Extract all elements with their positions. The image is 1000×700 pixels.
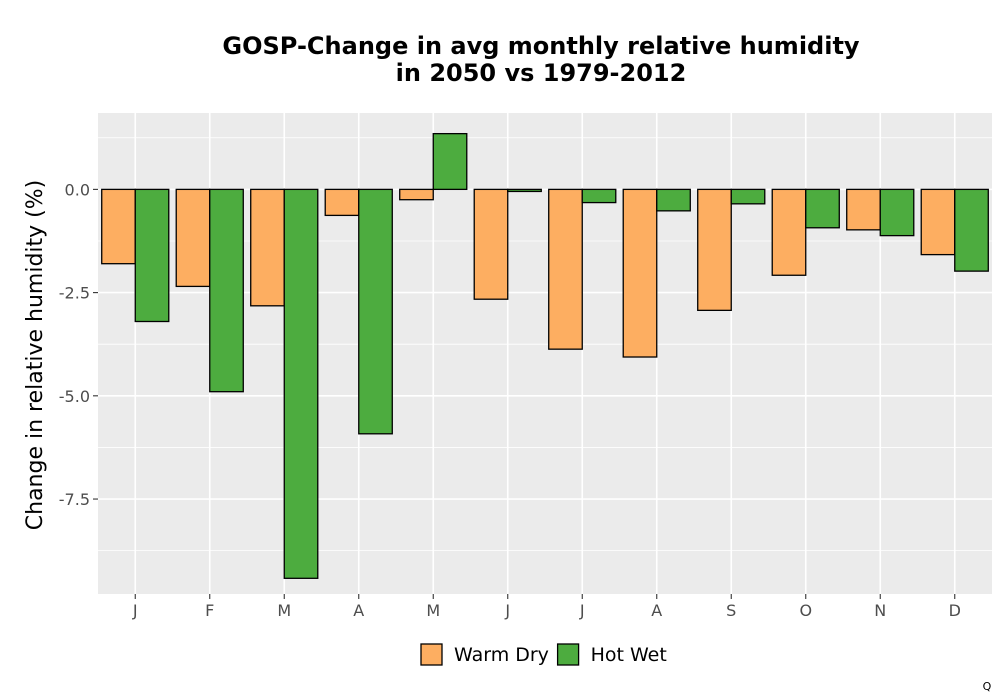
bar-hot-wet-2	[209, 188, 244, 393]
legend-key-warm-dry	[420, 643, 443, 666]
bar-hot-wet-5	[432, 132, 468, 191]
chart-title-line1: GOSP-Change in avg monthly relative humi…	[222, 32, 860, 60]
y-tick-label: -2.5	[59, 284, 90, 303]
x-tick-label: D	[949, 601, 961, 620]
y-axis-title: Change in relative humidity (%)	[23, 180, 48, 530]
x-tick-label: N	[874, 601, 886, 620]
bar-hot-wet-11	[879, 188, 915, 237]
bar-warm-dry-7	[548, 188, 583, 350]
corner-mark: Q	[983, 680, 992, 693]
legend-key-hot-wet	[556, 643, 580, 666]
bar-warm-dry-4	[324, 188, 360, 217]
legend: Warm Dry Hot Wet	[420, 643, 667, 666]
x-tick-label: A	[353, 601, 364, 620]
bar-hot-wet-1	[134, 188, 170, 323]
bar-warm-dry-8	[622, 188, 658, 358]
bar-warm-dry-10	[771, 188, 807, 276]
x-tick-label: M	[277, 601, 291, 620]
bar-hot-wet-8	[656, 188, 691, 212]
legend-label-hot-wet: Hot Wet	[591, 644, 667, 666]
x-tick-label: J	[504, 601, 510, 620]
bar-hot-wet-3	[283, 188, 319, 579]
bar-warm-dry-11	[846, 188, 881, 231]
x-tick-label: M	[426, 601, 440, 620]
bar-hot-wet-7	[581, 188, 617, 204]
bar-warm-dry-6	[473, 188, 509, 300]
x-tick-label: O	[799, 601, 812, 620]
x-tick-label: J	[132, 601, 138, 620]
x-tick-label: J	[579, 601, 585, 620]
bar-warm-dry-3	[250, 188, 285, 307]
bar-hot-wet-12	[954, 188, 989, 272]
bar-hot-wet-9	[730, 188, 766, 205]
bar-warm-dry-9	[697, 188, 732, 312]
bar-hot-wet-10	[805, 188, 840, 229]
bar-warm-dry-5	[399, 188, 434, 201]
y-tick-label: 0.0	[65, 180, 90, 199]
legend-label-warm-dry: Warm Dry	[454, 644, 549, 666]
y-tick-label: -5.0	[59, 387, 90, 406]
bars	[101, 132, 989, 579]
x-tick-label: F	[205, 601, 214, 620]
panel-background	[98, 113, 992, 594]
bar-warm-dry-12	[920, 188, 956, 256]
chart-title-line2: in 2050 vs 1979-2012	[396, 59, 687, 87]
bar-hot-wet-6	[507, 188, 542, 193]
y-tick-label: -7.5	[59, 490, 90, 509]
bar-hot-wet-4	[358, 188, 393, 435]
plot-panel	[98, 113, 992, 594]
bar-warm-dry-2	[175, 188, 211, 288]
x-tick-label: A	[651, 601, 662, 620]
y-axis: 0.0 -2.5 -5.0 -7.5	[59, 180, 98, 509]
bar-warm-dry-1	[101, 188, 136, 265]
x-tick-label: S	[726, 601, 736, 620]
